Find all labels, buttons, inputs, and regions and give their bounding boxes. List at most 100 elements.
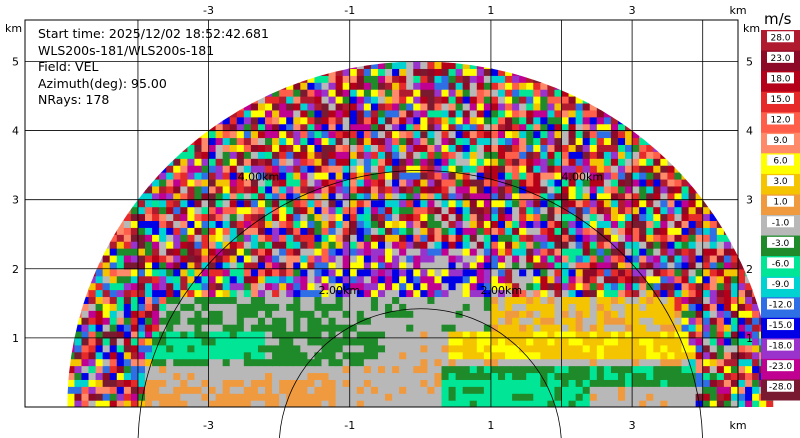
velocity-cell <box>152 199 160 208</box>
velocity-cell <box>159 317 167 325</box>
velocity-cell <box>427 116 436 125</box>
velocity-cell <box>314 400 323 407</box>
velocity-cell <box>547 303 556 311</box>
velocity-cell <box>321 337 330 346</box>
velocity-cell <box>328 351 337 360</box>
velocity-cell <box>279 365 287 374</box>
velocity-cell <box>370 213 379 222</box>
velocity-cell <box>123 303 132 311</box>
velocity-cell <box>441 296 450 304</box>
x-tick-label-bottom: -3 <box>203 419 214 432</box>
velocity-cell <box>554 372 563 380</box>
velocity-cell <box>208 213 217 222</box>
velocity-cell <box>540 158 548 166</box>
velocity-cell <box>639 234 647 242</box>
velocity-cell <box>646 192 654 201</box>
velocity-cell <box>589 379 598 387</box>
velocity-cell <box>490 102 499 111</box>
velocity-cell <box>497 393 506 401</box>
velocity-cell <box>194 220 203 228</box>
velocity-cell <box>342 351 351 360</box>
velocity-cell <box>653 178 661 187</box>
velocity-cell <box>490 248 499 256</box>
velocity-cell <box>321 358 330 367</box>
velocity-cell <box>413 234 421 242</box>
velocity-cell <box>660 261 669 270</box>
velocity-cell <box>455 386 464 394</box>
velocity-cell <box>307 386 316 394</box>
velocity-cell <box>617 372 626 380</box>
velocity-cell <box>236 317 245 325</box>
velocity-cell <box>272 192 280 201</box>
velocity-cell <box>505 289 513 298</box>
velocity-cell <box>526 137 534 145</box>
velocity-cell <box>152 178 160 187</box>
velocity-cell <box>406 165 414 173</box>
velocity-cell <box>554 275 563 284</box>
velocity-cell <box>74 351 83 360</box>
velocity-cell <box>526 199 534 208</box>
velocity-cell <box>667 275 676 284</box>
velocity-cell <box>497 317 506 325</box>
velocity-cell <box>476 75 485 83</box>
velocity-cell <box>427 234 436 242</box>
velocity-cell <box>738 358 746 367</box>
colorbar-label: 6.0 <box>773 157 788 167</box>
velocity-cell <box>526 185 534 194</box>
velocity-cell <box>434 296 443 304</box>
velocity-cell <box>603 330 612 339</box>
velocity-cell <box>625 372 633 380</box>
site-label: WLS200s-181/WLS200s-181 <box>38 42 215 58</box>
velocity-cell <box>526 102 534 111</box>
grid-lines <box>25 20 738 407</box>
velocity-cell <box>441 324 450 332</box>
velocity-cell <box>505 386 513 394</box>
velocity-cell <box>257 379 266 387</box>
velocity-cell <box>279 310 287 318</box>
velocity-cell <box>272 400 280 407</box>
velocity-cell <box>377 96 386 104</box>
velocity-cell <box>272 213 280 222</box>
velocity-cell <box>194 386 203 394</box>
velocity-cell <box>250 365 259 374</box>
velocity-cell <box>568 268 577 277</box>
velocity-cell <box>568 296 577 304</box>
velocity-cell <box>610 282 619 291</box>
velocity-cell <box>300 241 308 249</box>
velocity-cell <box>328 82 337 90</box>
velocity-cell <box>314 165 323 173</box>
velocity-cell <box>667 178 676 187</box>
velocity-cell <box>279 227 287 235</box>
velocity-cell <box>568 172 577 180</box>
velocity-cell <box>272 220 280 228</box>
velocity-cell <box>356 289 365 298</box>
velocity-cell <box>448 379 457 387</box>
velocity-cell <box>462 379 471 387</box>
velocity-cell <box>561 358 570 367</box>
velocity-cell <box>215 351 224 360</box>
velocity-cell <box>448 144 457 152</box>
velocity-cell <box>356 227 365 235</box>
velocity-cell <box>321 393 330 401</box>
velocity-cell <box>166 275 174 284</box>
velocity-cell <box>145 213 153 222</box>
velocity-cell <box>201 261 210 270</box>
velocity-cell <box>208 351 217 360</box>
velocity-cell <box>222 261 231 270</box>
velocity-cell <box>328 227 337 235</box>
velocity-cell <box>575 268 584 277</box>
velocity-cell <box>455 109 464 118</box>
velocity-cell <box>286 234 294 242</box>
velocity-cell <box>116 317 125 325</box>
velocity-cell <box>603 317 612 325</box>
velocity-cell <box>279 248 287 256</box>
velocity-cell <box>610 213 619 222</box>
velocity-cell <box>625 144 633 152</box>
velocity-cell <box>575 365 584 374</box>
velocity-cell <box>413 351 421 360</box>
velocity-cell <box>123 358 132 367</box>
velocity-cell <box>420 68 428 76</box>
velocity-cell <box>695 241 704 249</box>
velocity-cell <box>406 96 414 104</box>
velocity-cell <box>293 344 301 353</box>
